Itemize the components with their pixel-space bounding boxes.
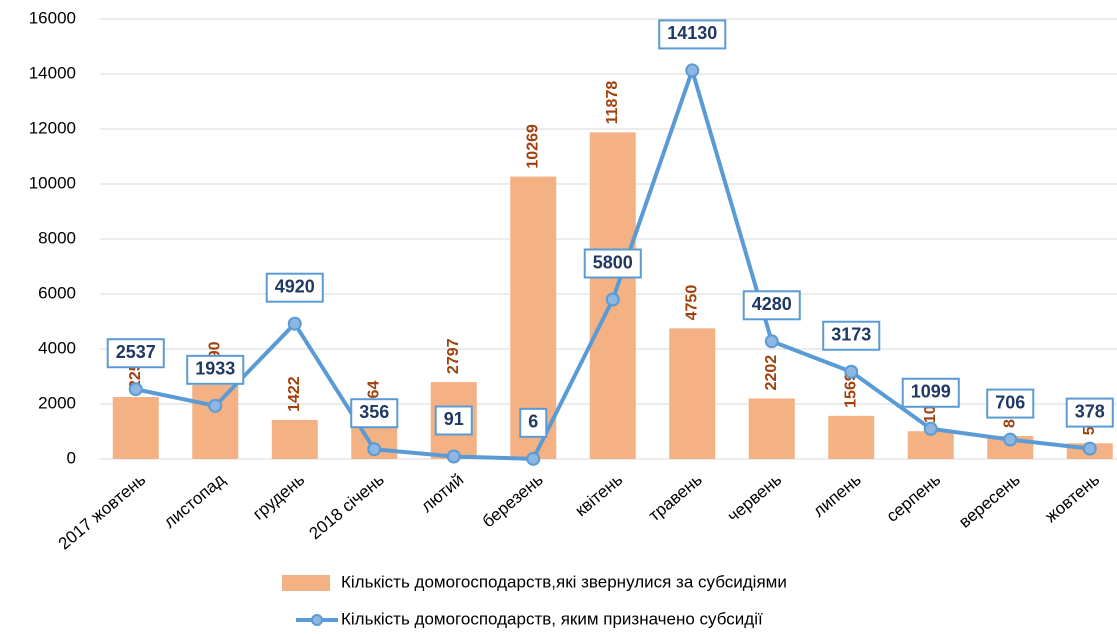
x-tick-label: березень bbox=[479, 470, 547, 531]
x-tick-label: грудень bbox=[249, 470, 308, 524]
line-label: 6 bbox=[519, 407, 548, 438]
line-label-text: 2537 bbox=[116, 342, 156, 362]
bar-label: 1422 bbox=[286, 376, 303, 412]
line-label: 3173 bbox=[822, 320, 881, 351]
line-label-text: 1099 bbox=[911, 382, 951, 402]
x-tick-label: серпень bbox=[883, 470, 945, 526]
line-marker bbox=[526, 451, 541, 466]
line-marker bbox=[685, 63, 700, 78]
line-label: 1933 bbox=[186, 354, 245, 385]
line-label: 14130 bbox=[658, 19, 727, 50]
x-tick-label: липень bbox=[809, 470, 864, 521]
line-marker bbox=[923, 421, 938, 436]
x-tick-label: травень bbox=[645, 470, 706, 525]
line-label-box bbox=[742, 290, 801, 321]
line-marker bbox=[844, 364, 859, 379]
line-label-box bbox=[986, 388, 1035, 419]
bar bbox=[828, 415, 875, 459]
line-label-box bbox=[1065, 397, 1114, 428]
bar bbox=[271, 419, 318, 459]
x-tick-label: лютий bbox=[417, 470, 467, 516]
line-label-box bbox=[186, 354, 245, 385]
line-marker bbox=[446, 449, 461, 464]
x-tick-label: жовтень bbox=[1041, 470, 1103, 526]
line-label: 1099 bbox=[901, 377, 960, 408]
y-tick-label: 4000 bbox=[38, 338, 76, 357]
bar-label: 2202 bbox=[763, 355, 780, 391]
legend-swatch bbox=[282, 575, 330, 591]
y-tick-label: 14000 bbox=[29, 63, 76, 82]
line-label: 4920 bbox=[265, 272, 324, 303]
line-label-box bbox=[822, 320, 881, 351]
line-label: 4280 bbox=[742, 290, 801, 321]
bar-label: 10269 bbox=[524, 124, 541, 169]
legend-label: Кількість домогосподарств,які звернулися… bbox=[341, 572, 787, 591]
bar-label: 2797 bbox=[445, 338, 462, 374]
line-label: 378 bbox=[1065, 397, 1114, 428]
line-label-box bbox=[265, 272, 324, 303]
line-marker bbox=[1082, 441, 1097, 456]
line-label-text: 378 bbox=[1075, 401, 1105, 421]
y-tick-label: 8000 bbox=[38, 228, 76, 247]
line-label: 91 bbox=[434, 405, 473, 436]
line-marker bbox=[208, 398, 223, 413]
line-marker bbox=[1003, 432, 1018, 447]
bar-label: 11878 bbox=[604, 81, 621, 125]
y-tick-label: 12000 bbox=[29, 118, 76, 137]
line-marker bbox=[287, 316, 302, 331]
line-label-text: 1933 bbox=[195, 359, 235, 379]
line-label-text: 91 bbox=[444, 409, 464, 429]
y-tick-label: 6000 bbox=[38, 283, 76, 302]
line-label-text: 5800 bbox=[593, 252, 633, 272]
line-label-text: 356 bbox=[359, 402, 389, 422]
line-label-text: 14130 bbox=[667, 23, 717, 43]
line-label-text: 4920 bbox=[275, 276, 315, 296]
bar bbox=[192, 385, 239, 459]
line-label-text: 4280 bbox=[752, 294, 792, 314]
x-tick-label: листопад bbox=[160, 470, 229, 532]
line-marker bbox=[764, 334, 779, 349]
x-tick-label: 2018 січень bbox=[305, 470, 387, 543]
legend-label: Кількість домогосподарств, яким призначе… bbox=[341, 609, 763, 628]
x-tick-label: квітень bbox=[571, 470, 626, 520]
bar bbox=[748, 398, 795, 459]
bar bbox=[907, 431, 954, 459]
x-tick-label: червень bbox=[724, 470, 786, 526]
y-tick-label: 10000 bbox=[29, 173, 76, 192]
line-label-text: 706 bbox=[995, 392, 1025, 412]
y-tick-label: 2000 bbox=[38, 393, 76, 412]
bar bbox=[112, 397, 159, 459]
line-label-text: 6 bbox=[528, 412, 538, 432]
legend-swatch-marker bbox=[311, 614, 323, 626]
line-marker bbox=[605, 292, 620, 307]
line-label-box bbox=[901, 377, 960, 408]
line-label: 706 bbox=[986, 388, 1035, 419]
line-label-box bbox=[658, 19, 727, 50]
line-label: 356 bbox=[350, 398, 399, 429]
y-tick-label: 16000 bbox=[29, 8, 76, 27]
y-tick-label: 0 bbox=[67, 448, 76, 467]
line-marker bbox=[367, 442, 382, 457]
bar-label: 1569 bbox=[842, 372, 859, 408]
x-tick-label: вересень bbox=[955, 470, 1024, 532]
line-label-box bbox=[583, 248, 642, 279]
bar bbox=[669, 328, 716, 459]
bar-label: 4750 bbox=[683, 285, 700, 321]
line-label-box bbox=[106, 338, 165, 369]
x-tick-label: 2017 жовтень bbox=[55, 470, 150, 554]
line-label-box bbox=[519, 407, 548, 438]
line-marker bbox=[128, 382, 143, 397]
line-label: 2537 bbox=[106, 338, 165, 369]
line-label-box bbox=[434, 405, 473, 436]
line-label: 5800 bbox=[583, 248, 642, 279]
line-label-text: 3173 bbox=[831, 324, 871, 344]
line-label-box bbox=[350, 398, 399, 429]
